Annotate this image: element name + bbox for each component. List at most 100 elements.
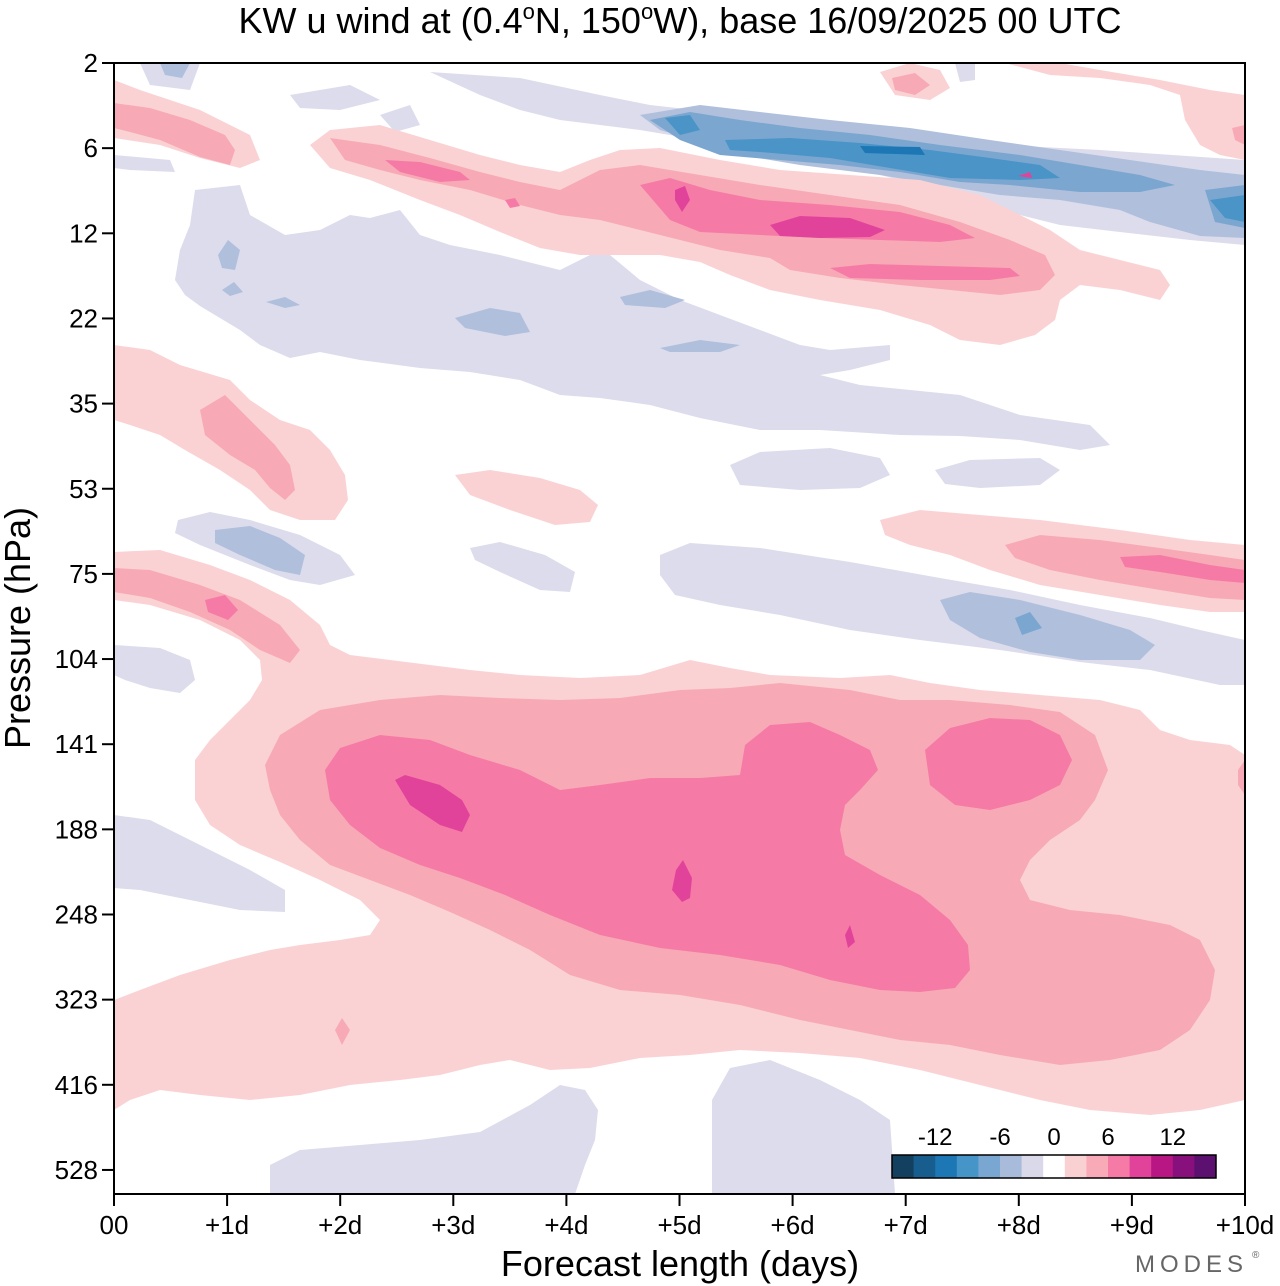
colorbar-label: 12 bbox=[1159, 1124, 1186, 1151]
colorbar-swatch bbox=[1194, 1155, 1217, 1178]
chart-title: KW u wind at (0.4oN, 150oW), base 16/09/… bbox=[239, 0, 1122, 41]
colorbar-label: 6 bbox=[1101, 1124, 1114, 1151]
colorbar-swatch bbox=[1043, 1155, 1066, 1178]
contour-pos4 bbox=[114, 103, 235, 165]
colorbar-swatch bbox=[1151, 1155, 1174, 1178]
contour-neg2-upper bbox=[290, 85, 380, 110]
colorbar-swatch bbox=[1129, 1155, 1152, 1178]
x-tick-label: +9d bbox=[1110, 1210, 1154, 1240]
y-tick-label: 528 bbox=[55, 1155, 98, 1185]
contour-neg4 bbox=[266, 297, 300, 308]
y-tick-label: 75 bbox=[69, 559, 98, 589]
contour-pos6 bbox=[205, 595, 238, 620]
colorbar-swatch bbox=[1172, 1155, 1195, 1178]
contour-pos6 bbox=[640, 178, 975, 242]
x-axis-title: Forecast length (days) bbox=[501, 1243, 859, 1284]
contour-neg2-upper bbox=[955, 63, 975, 82]
contour-pos6 bbox=[385, 160, 470, 182]
contour-neg4 bbox=[660, 340, 740, 352]
contour-neg4 bbox=[215, 526, 305, 575]
colorbar-swatch bbox=[1108, 1155, 1131, 1178]
y-tick-label: 53 bbox=[69, 474, 98, 504]
contour-pos8 bbox=[1018, 172, 1032, 178]
x-tick-label: +10d bbox=[1216, 1210, 1275, 1240]
colorbar-swatch bbox=[935, 1155, 958, 1178]
contour-neg2-strip bbox=[114, 155, 175, 172]
colorbar-swatch bbox=[1086, 1155, 1109, 1178]
colorbar-swatch bbox=[892, 1155, 915, 1178]
modes-watermark: MODES bbox=[1135, 1251, 1248, 1278]
y-axis-title: Pressure (hPa) bbox=[0, 507, 38, 749]
contour-pos8 bbox=[395, 775, 470, 832]
y-tick-label: 2 bbox=[84, 48, 98, 78]
contour-neg4 bbox=[218, 240, 240, 270]
contour-neg10 bbox=[860, 146, 925, 155]
contour-neg2-104 bbox=[114, 645, 195, 693]
contour-pos6 bbox=[830, 264, 1020, 280]
colorbar-swatch bbox=[1000, 1155, 1023, 1178]
x-tick-label: +4d bbox=[544, 1210, 588, 1240]
contour-pos2-top bbox=[1005, 63, 1245, 160]
x-axis: 00 +1d +2d +3d +4d +5d +6d +7d +8d +9d +10d bbox=[100, 1194, 1275, 1240]
contour-pos6 bbox=[325, 722, 970, 992]
contour-pos4 bbox=[114, 568, 300, 663]
registered-mark: ® bbox=[1252, 1250, 1260, 1261]
colorbar: -12 -6 0 6 12 bbox=[891, 1124, 1217, 1179]
contour-pos4 bbox=[1238, 760, 1245, 795]
contour-neg4 bbox=[160, 63, 190, 78]
x-tick-label: +7d bbox=[884, 1210, 928, 1240]
y-tick-label: 104 bbox=[55, 644, 98, 674]
contour-pos8 bbox=[675, 186, 690, 212]
contour-pos8 bbox=[770, 216, 885, 238]
contour-neg2-low bbox=[270, 1085, 598, 1194]
contour-pos4 bbox=[200, 395, 295, 500]
colorbar-swatch bbox=[956, 1155, 979, 1178]
contour-neg4 bbox=[222, 282, 243, 296]
colorbar-frame bbox=[891, 1154, 1217, 1179]
contour-neg4 bbox=[940, 592, 1155, 660]
x-tick-label: 00 bbox=[100, 1210, 129, 1240]
contour-pos8 bbox=[672, 860, 692, 902]
contour-pos8 bbox=[845, 925, 855, 948]
contour-neg8 bbox=[725, 138, 1060, 180]
contour-pos6 bbox=[925, 718, 1072, 810]
y-tick-label: 188 bbox=[55, 814, 98, 844]
contour-neg4 bbox=[620, 290, 685, 308]
y-axis: 2 6 12 22 35 53 75 104 141 188 248 323 416 528 bbox=[55, 48, 114, 1185]
colorbar-swatch bbox=[1064, 1155, 1087, 1178]
x-tick-label: +3d bbox=[431, 1210, 475, 1240]
contour-pos4 bbox=[1232, 125, 1245, 145]
contour-neg2-low bbox=[114, 815, 285, 912]
y-tick-label: 248 bbox=[55, 900, 98, 930]
contour-pos6 bbox=[1120, 555, 1245, 583]
y-tick-label: 35 bbox=[69, 389, 98, 419]
y-tick-label: 416 bbox=[55, 1070, 98, 1100]
x-tick-label: +2d bbox=[318, 1210, 362, 1240]
y-tick-label: 22 bbox=[69, 303, 98, 333]
contour-pos4 bbox=[335, 1018, 350, 1045]
contour-pos4 bbox=[892, 73, 930, 95]
colorbar-swatch bbox=[913, 1155, 936, 1178]
x-tick-label: +6d bbox=[771, 1210, 815, 1240]
contour-neg2-53 bbox=[730, 448, 890, 490]
colorbar-swatch bbox=[1021, 1155, 1044, 1178]
contour-neg2-upper bbox=[380, 105, 420, 132]
x-tick-label: +5d bbox=[657, 1210, 701, 1240]
contour-neg4 bbox=[455, 308, 530, 336]
x-tick-label: +1d bbox=[205, 1210, 249, 1240]
contour-neg2-53 bbox=[935, 458, 1060, 488]
colorbar-label: -12 bbox=[918, 1124, 953, 1151]
colorbar-label: 0 bbox=[1047, 1124, 1060, 1151]
colorbar-label: -6 bbox=[989, 1124, 1010, 1151]
colorbar-swatch bbox=[978, 1155, 1001, 1178]
contour-pos6 bbox=[505, 198, 520, 208]
contour-field bbox=[114, 63, 1245, 1194]
y-tick-label: 323 bbox=[55, 985, 98, 1015]
contour-neg8 bbox=[1210, 195, 1245, 222]
contour-neg8 bbox=[665, 115, 700, 135]
y-tick-label: 6 bbox=[84, 133, 98, 163]
x-tick-label: +8d bbox=[997, 1210, 1041, 1240]
contour-pos4 bbox=[1005, 535, 1245, 600]
contour-neg2-mid bbox=[175, 185, 1110, 450]
